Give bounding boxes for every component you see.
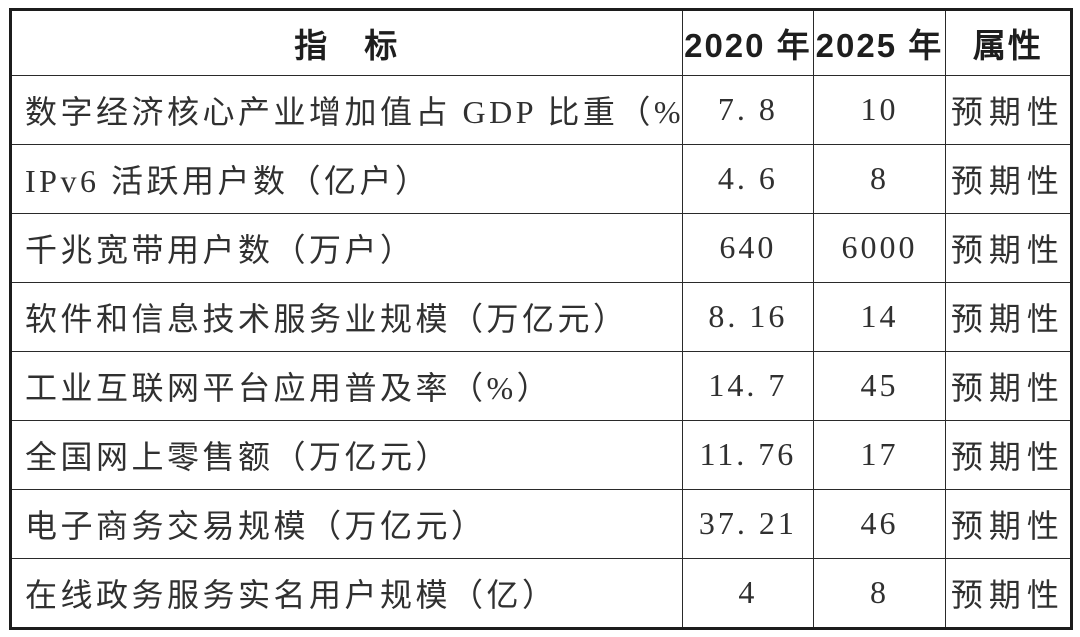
value-2020-cell: 37. 21 (681, 488, 815, 559)
attribute-cell: 预期性 (944, 75, 1073, 145)
table-row: 软件和信息技术服务业规模（万亿元） 8. 16 14 预期性 (10, 281, 1073, 352)
value-2025-cell: 17 (813, 419, 946, 490)
header-row: 指 标 2020 年 2025 年 属性 (10, 9, 1073, 76)
indicators-table: 指 标 2020 年 2025 年 属性 数字经济核心产业增加值占 GDP 比重… (9, 8, 1073, 630)
indicator-cell: 千兆宽带用户数（万户） (10, 212, 683, 283)
value-2020-cell: 7. 8 (681, 75, 815, 145)
indicator-cell: 电子商务交易规模（万亿元） (10, 488, 683, 559)
attribute-cell: 预期性 (944, 488, 1073, 559)
table-row: 在线政务服务实名用户规模（亿） 4 8 预期性 (10, 557, 1073, 630)
attribute-cell: 预期性 (944, 281, 1073, 352)
attribute-cell: 预期性 (944, 350, 1073, 421)
column-header-2025: 2025 年 (813, 9, 946, 76)
value-2020-cell: 4. 6 (681, 143, 815, 214)
value-2025-cell: 46 (813, 488, 946, 559)
value-2020-cell: 8. 16 (681, 281, 815, 352)
attribute-cell: 预期性 (944, 143, 1073, 214)
table-row: IPv6 活跃用户数（亿户） 4. 6 8 预期性 (10, 143, 1073, 214)
indicator-cell: 数字经济核心产业增加值占 GDP 比重（%） (10, 75, 683, 145)
value-2020-cell: 11. 76 (681, 419, 815, 490)
table-row: 电子商务交易规模（万亿元） 37. 21 46 预期性 (10, 488, 1073, 559)
value-2025-cell: 8 (813, 557, 946, 630)
column-header-indicator: 指 标 (10, 9, 683, 76)
value-2020-cell: 14. 7 (681, 350, 815, 421)
value-2025-cell: 6000 (813, 212, 946, 283)
table-row: 千兆宽带用户数（万户） 640 6000 预期性 (10, 212, 1073, 283)
table-row: 全国网上零售额（万亿元） 11. 76 17 预期性 (10, 419, 1073, 490)
table-row: 数字经济核心产业增加值占 GDP 比重（%） 7. 8 10 预期性 (10, 75, 1073, 145)
value-2025-cell: 8 (813, 143, 946, 214)
indicator-cell: 工业互联网平台应用普及率（%） (10, 350, 683, 421)
value-2025-cell: 10 (813, 75, 946, 145)
indicator-cell: 全国网上零售额（万亿元） (10, 419, 683, 490)
value-2025-cell: 14 (813, 281, 946, 352)
indicator-cell: 软件和信息技术服务业规模（万亿元） (10, 281, 683, 352)
table-header: 指 标 2020 年 2025 年 属性 (10, 9, 1073, 76)
table-row: 工业互联网平台应用普及率（%） 14. 7 45 预期性 (10, 350, 1073, 421)
column-header-2020: 2020 年 (681, 9, 815, 76)
attribute-cell: 预期性 (944, 212, 1073, 283)
table-body: 数字经济核心产业增加值占 GDP 比重（%） 7. 8 10 预期性 IPv6 … (10, 75, 1073, 630)
attribute-cell: 预期性 (944, 557, 1073, 630)
value-2020-cell: 4 (681, 557, 815, 630)
indicator-cell: 在线政务服务实名用户规模（亿） (10, 557, 683, 630)
value-2025-cell: 45 (813, 350, 946, 421)
column-header-attribute: 属性 (944, 9, 1073, 76)
value-2020-cell: 640 (681, 212, 815, 283)
indicator-cell: IPv6 活跃用户数（亿户） (10, 143, 683, 214)
attribute-cell: 预期性 (944, 419, 1073, 490)
